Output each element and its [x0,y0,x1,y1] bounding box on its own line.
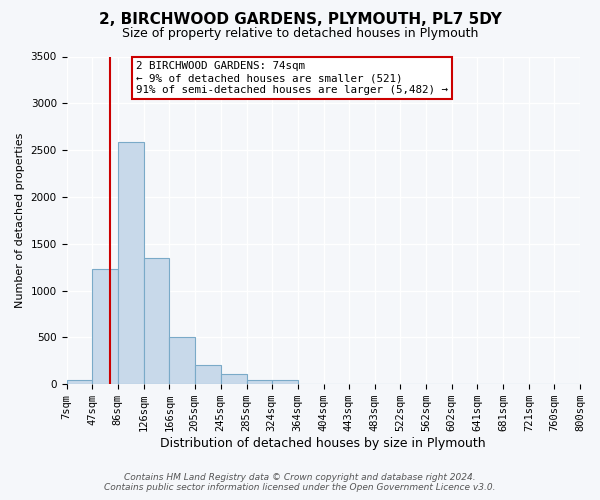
Text: Contains HM Land Registry data © Crown copyright and database right 2024.
Contai: Contains HM Land Registry data © Crown c… [104,473,496,492]
X-axis label: Distribution of detached houses by size in Plymouth: Distribution of detached houses by size … [160,437,486,450]
Y-axis label: Number of detached properties: Number of detached properties [15,132,25,308]
Bar [195,366,221,384]
Bar [169,338,195,384]
Bar [118,142,143,384]
Text: 2, BIRCHWOOD GARDENS, PLYMOUTH, PL7 5DY: 2, BIRCHWOOD GARDENS, PLYMOUTH, PL7 5DY [98,12,502,28]
Bar [247,380,272,384]
Text: 2 BIRCHWOOD GARDENS: 74sqm
← 9% of detached houses are smaller (521)
91% of semi: 2 BIRCHWOOD GARDENS: 74sqm ← 9% of detac… [136,62,448,94]
Bar [272,380,298,384]
Text: Size of property relative to detached houses in Plymouth: Size of property relative to detached ho… [122,28,478,40]
Bar [67,380,92,384]
Bar [221,374,247,384]
Bar [92,269,118,384]
Bar [143,258,169,384]
